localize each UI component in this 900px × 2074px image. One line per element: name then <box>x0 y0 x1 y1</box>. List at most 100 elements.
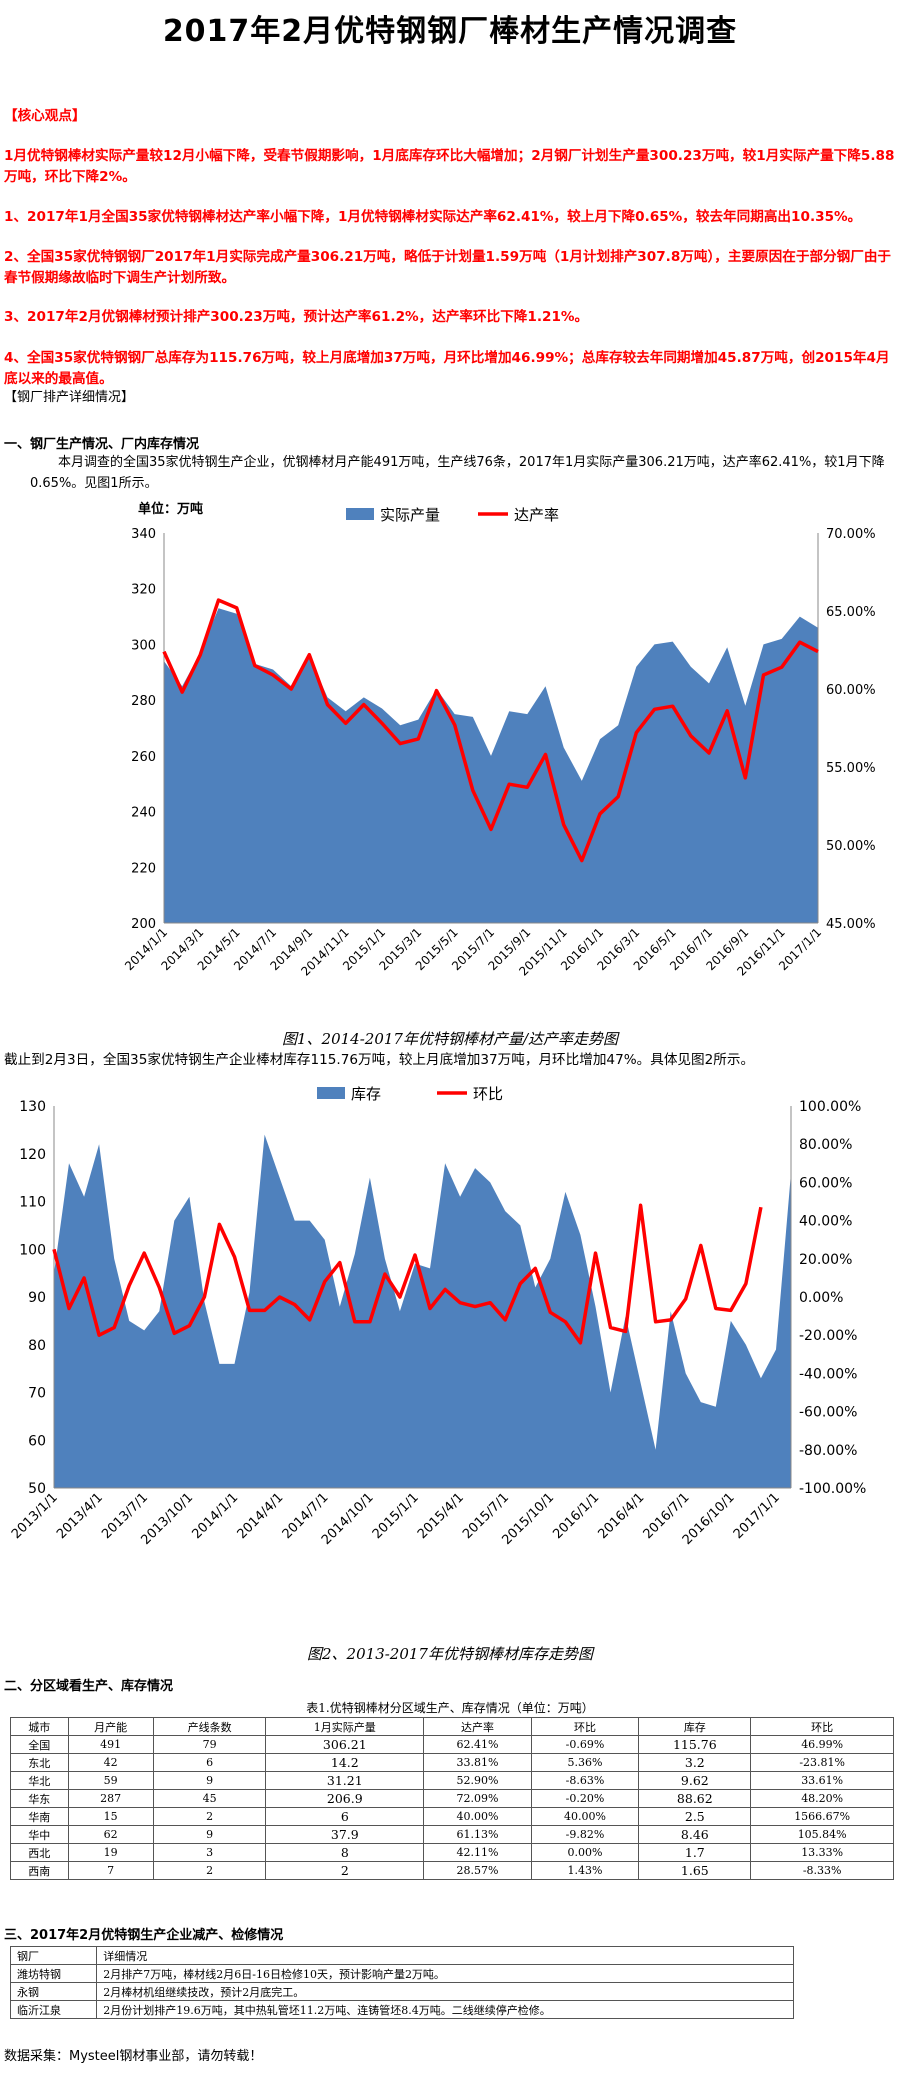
region-table-cell: 2 <box>265 1861 425 1880</box>
maintenance-table-cell: 2月份计划排产19.6万吨，其中热轧管坯11.2万吨、连铸管坯8.4万吨。二线继… <box>96 2000 794 2019</box>
table-row: 西北 19 3 8 42.11% 0.00% 1.7 13.33% <box>10 1843 894 1862</box>
table-row: 临沂江泉 2月份计划排产19.6万吨，其中热轧管坯11.2万吨、连铸管坯8.4万吨… <box>9 2000 794 2019</box>
chart-production: 200 220 240 260 280 300 320 340 45.00% 50.00% 55.0… <box>122 501 876 979</box>
maintenance-table-cell: 2月棒材机组继续技改，预计2月底完工。 <box>96 1982 794 2001</box>
maintenance-table-cell: 潍坊特钢 <box>9 1964 98 1983</box>
table-row: 全国 491 79 306.21 62.41% -0.69% 115.76 46.99% <box>10 1735 894 1754</box>
region-table-cell: 1.65 <box>638 1861 752 1880</box>
region-table-cell: 42 <box>67 1753 154 1772</box>
table-row: 东北 42 6 14.2 33.81% 5.36% 3.2 -23.81% <box>10 1753 894 1772</box>
region-table-cell: 31.21 <box>265 1771 425 1790</box>
table-row: 华东 287 45 206.9 72.09% -0.20% 88.62 48.20% <box>10 1789 894 1808</box>
region-table-cell: 6 <box>152 1753 267 1772</box>
region-table-cell: 45 <box>152 1789 267 1808</box>
region-table-cell: 西北 <box>10 1843 69 1862</box>
x-tick-label: 2013/4/1 <box>54 1490 106 1542</box>
right-tick-label: 20.00% <box>799 1252 852 1268</box>
region-table-cell: 0.00% <box>530 1843 640 1862</box>
region-table-header-cell: 月产能 <box>67 1717 154 1736</box>
region-table-header-cell: 环比 <box>530 1717 640 1736</box>
region-table-cell: 华中 <box>10 1825 69 1844</box>
series-area-实际产量 <box>164 608 818 923</box>
page-title: 2017年2月优特钢钢厂棒材生产情况调查 <box>162 14 738 49</box>
x-tick-label: 2014/1/1 <box>189 1490 241 1542</box>
region-table-cell: 61.13% <box>423 1825 532 1844</box>
region-table-cell: 9 <box>152 1825 267 1844</box>
maintenance-table-header-cell: 详细情况 <box>96 1946 794 1965</box>
section1-text: 本月调查的全国35家优特钢生产企业，优钢棒材月产能491万吨，生产线76条，20… <box>30 455 885 491</box>
core-point-4: 4、全国35家优特钢钢厂总库存为115.76万吨，较上月底增加37万吨，月环比增… <box>4 350 890 387</box>
core-point-3: 3、2017年2月优钢棒材预计排产300.23万吨，预计达产率61.2%，达产率… <box>4 309 589 325</box>
legend-label-line: 环比 <box>473 1085 503 1103</box>
region-table-cell: 3 <box>152 1843 267 1862</box>
left-tick-label: 60 <box>28 1433 46 1449</box>
region-table-cell: -0.20% <box>530 1789 640 1808</box>
unit-label: 单位：万吨 <box>138 501 203 517</box>
region-table-cell: -8.33% <box>750 1861 894 1880</box>
region-table-cell: 491 <box>67 1735 154 1754</box>
x-tick-label: 2015/1/1 <box>370 1490 422 1542</box>
fig1-caption: 图1、2014-2017年优特钢棒材产量/达产率走势图 <box>281 1030 618 1048</box>
region-table-cell: 206.9 <box>265 1789 425 1808</box>
section2-heading: 二、分区域看生产、库存情况 <box>4 1679 174 1694</box>
region-table-cell: 东北 <box>10 1753 69 1772</box>
region-table-header-cell: 产线条数 <box>152 1717 267 1736</box>
region-table-cell: 33.81% <box>423 1753 532 1772</box>
right-tick-label: -60.00% <box>799 1405 857 1421</box>
table-row: 华北 59 9 31.21 52.90% -8.63% 9.62 33.61% <box>10 1771 894 1790</box>
region-table-header-cell: 1月实际产量 <box>265 1717 425 1736</box>
table-row: 华中 62 9 37.9 61.13% -9.82% 8.46 105.84% <box>10 1825 894 1844</box>
core-heading: 【核心观点】 <box>4 108 86 124</box>
table-row: 潍坊特钢 2月排产7万吨，棒材线2月6日-16日检修10天，预计影响产量2万吨。 <box>9 1964 794 1983</box>
region-table-cell: 37.9 <box>265 1825 425 1844</box>
region-table-cell: 59 <box>67 1771 154 1790</box>
region-table-cell: 13.33% <box>750 1843 894 1862</box>
right-tick-label: 45.00% <box>826 917 876 932</box>
core-point-0: 1月优特钢棒材实际产量较12月小幅下降，受春节假期影响，1月底库存环比大幅增加；… <box>4 148 895 185</box>
region-table-cell: 287 <box>67 1789 154 1808</box>
left-tick-label: 130 <box>19 1099 46 1115</box>
region-table-cell: 1566.67% <box>750 1807 894 1826</box>
table-row: 华南 15 2 6 40.00% 40.00% 2.5 1566.67% <box>10 1807 894 1826</box>
region-table-cell: 40.00% <box>530 1807 640 1826</box>
region-table-cell: -0.69% <box>530 1735 640 1754</box>
region-table-cell: 2 <box>152 1861 267 1880</box>
region-table-cell: 79 <box>152 1735 267 1754</box>
region-table-cell: 9.62 <box>638 1771 752 1790</box>
x-tick-label: 2015/4/1 <box>415 1490 467 1542</box>
legend-swatch-area <box>346 508 374 520</box>
left-tick-label: 50 <box>28 1481 46 1497</box>
region-table-cell: 全国 <box>10 1735 69 1754</box>
region-table-cell: 52.90% <box>423 1771 532 1790</box>
series-line-环比 <box>52 1203 763 1345</box>
region-table-cell: 14.2 <box>265 1753 425 1772</box>
fig2-caption: 图2、2013-2017年优特钢棒材库存走势图 <box>307 1645 593 1663</box>
region-table-cell: 40.00% <box>423 1807 532 1826</box>
chart-inventory: 50 60 70 80 90 100 110 120 130 -100.00% -80.00% -60… <box>9 1085 866 1548</box>
right-tick-label: 50.00% <box>826 839 876 854</box>
detail-heading: 【钢厂排产详细情况】 <box>4 390 135 405</box>
table1-caption: 表1.优特钢棒材分区域生产、库存情况（单位：万吨） <box>306 1701 594 1715</box>
series-area-库存 <box>54 1134 791 1488</box>
right-tick-label: 60.00% <box>799 1175 852 1191</box>
region-table-header-cell: 环比 <box>750 1717 894 1736</box>
left-tick-label: 300 <box>131 638 156 653</box>
table-row: 西南 7 2 2 28.57% 1.43% 1.65 -8.33% <box>10 1861 894 1880</box>
region-table-cell: 62.41% <box>423 1735 532 1754</box>
right-tick-label: 70.00% <box>826 527 876 542</box>
section1-heading: 一、钢厂生产情况、厂内库存情况 <box>4 437 200 452</box>
region-table-cell: -8.63% <box>530 1771 640 1790</box>
region-table-cell: 19 <box>67 1843 154 1862</box>
left-tick-label: 80 <box>28 1338 46 1354</box>
left-tick-label: 120 <box>19 1147 46 1163</box>
x-tick-label: 2017/1/1 <box>731 1490 783 1542</box>
legend-label-area: 库存 <box>351 1085 381 1103</box>
left-tick-label: 200 <box>131 917 156 932</box>
left-tick-label: 110 <box>19 1195 46 1211</box>
region-table-cell: 115.76 <box>638 1735 752 1754</box>
legend-swatch-area <box>317 1087 345 1099</box>
region-table-cell: -23.81% <box>750 1753 894 1772</box>
left-tick-label: 320 <box>131 583 156 598</box>
maintenance-table-cell: 2月排产7万吨，棒材线2月6日-16日检修10天，预计影响产量2万吨。 <box>96 1964 794 1983</box>
region-table-cell: 42.11% <box>423 1843 532 1862</box>
